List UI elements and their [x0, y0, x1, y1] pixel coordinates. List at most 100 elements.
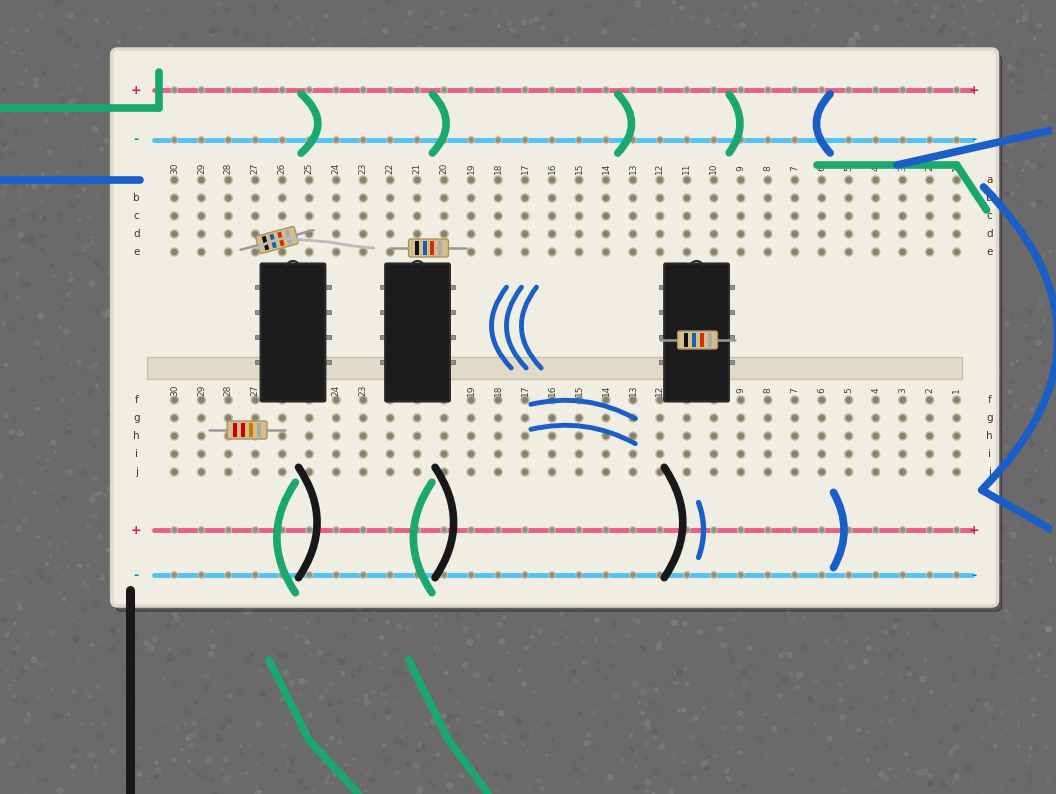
Circle shape: [228, 518, 231, 521]
Circle shape: [489, 312, 494, 318]
Circle shape: [97, 576, 100, 578]
Circle shape: [327, 715, 329, 717]
Circle shape: [361, 434, 365, 438]
Circle shape: [961, 315, 963, 318]
Circle shape: [549, 51, 554, 56]
Circle shape: [1031, 697, 1035, 701]
Circle shape: [963, 5, 966, 9]
Circle shape: [364, 790, 367, 792]
Circle shape: [712, 434, 716, 438]
Circle shape: [19, 317, 21, 319]
Circle shape: [611, 125, 615, 129]
Circle shape: [169, 322, 170, 324]
Circle shape: [494, 396, 502, 404]
Circle shape: [983, 178, 985, 179]
Circle shape: [307, 232, 312, 237]
Circle shape: [4, 363, 7, 366]
Circle shape: [899, 230, 907, 238]
Circle shape: [59, 327, 61, 329]
Circle shape: [333, 534, 337, 538]
Circle shape: [112, 157, 116, 161]
Circle shape: [21, 98, 22, 100]
Circle shape: [693, 65, 695, 67]
Circle shape: [256, 786, 257, 787]
Circle shape: [755, 369, 757, 371]
Circle shape: [302, 339, 307, 345]
Circle shape: [696, 10, 701, 15]
Circle shape: [1012, 193, 1013, 195]
Circle shape: [576, 176, 583, 184]
Circle shape: [737, 665, 741, 669]
Circle shape: [421, 422, 425, 425]
Circle shape: [208, 129, 211, 132]
Circle shape: [766, 469, 770, 475]
Circle shape: [884, 631, 887, 634]
Circle shape: [769, 96, 774, 102]
Circle shape: [325, 565, 329, 569]
Circle shape: [927, 195, 932, 201]
Circle shape: [395, 700, 399, 704]
Circle shape: [495, 398, 501, 403]
Circle shape: [766, 138, 770, 142]
Circle shape: [421, 468, 426, 471]
Circle shape: [603, 452, 608, 457]
Circle shape: [904, 441, 908, 445]
Circle shape: [186, 765, 191, 771]
Circle shape: [738, 469, 743, 475]
Circle shape: [521, 176, 529, 184]
Circle shape: [541, 787, 544, 790]
Circle shape: [396, 623, 402, 629]
Circle shape: [693, 324, 696, 327]
Circle shape: [548, 345, 550, 348]
Circle shape: [310, 25, 315, 29]
Circle shape: [549, 415, 554, 421]
Circle shape: [885, 272, 886, 273]
Circle shape: [191, 404, 193, 405]
Circle shape: [900, 87, 906, 93]
Circle shape: [645, 789, 648, 792]
Circle shape: [280, 697, 283, 701]
Circle shape: [661, 443, 663, 445]
Circle shape: [457, 264, 461, 269]
Circle shape: [604, 204, 608, 209]
Circle shape: [62, 756, 67, 761]
Circle shape: [413, 34, 414, 37]
Circle shape: [343, 175, 344, 178]
Circle shape: [796, 488, 798, 490]
Circle shape: [1049, 557, 1055, 562]
Circle shape: [566, 73, 568, 75]
Circle shape: [644, 757, 647, 761]
Circle shape: [170, 468, 178, 476]
Circle shape: [684, 434, 690, 438]
Circle shape: [304, 562, 308, 567]
Circle shape: [197, 450, 205, 458]
Circle shape: [712, 232, 716, 237]
Circle shape: [81, 469, 88, 476]
Circle shape: [335, 565, 338, 569]
Circle shape: [977, 491, 979, 494]
Circle shape: [885, 222, 891, 228]
Circle shape: [673, 337, 676, 340]
Circle shape: [416, 771, 419, 775]
Circle shape: [209, 249, 214, 253]
Circle shape: [1050, 465, 1054, 469]
Circle shape: [168, 614, 172, 618]
Circle shape: [130, 689, 133, 692]
Circle shape: [167, 251, 172, 256]
Circle shape: [657, 67, 661, 71]
Circle shape: [468, 87, 474, 93]
Circle shape: [105, 709, 110, 714]
Circle shape: [678, 290, 681, 294]
Circle shape: [97, 522, 101, 526]
Circle shape: [199, 572, 205, 578]
Circle shape: [725, 768, 730, 773]
Circle shape: [699, 318, 705, 324]
Circle shape: [755, 32, 757, 35]
Circle shape: [303, 189, 304, 191]
Circle shape: [560, 522, 564, 526]
Circle shape: [825, 94, 827, 97]
Circle shape: [280, 138, 284, 142]
Circle shape: [77, 754, 81, 757]
Circle shape: [676, 682, 678, 684]
Circle shape: [834, 761, 840, 766]
